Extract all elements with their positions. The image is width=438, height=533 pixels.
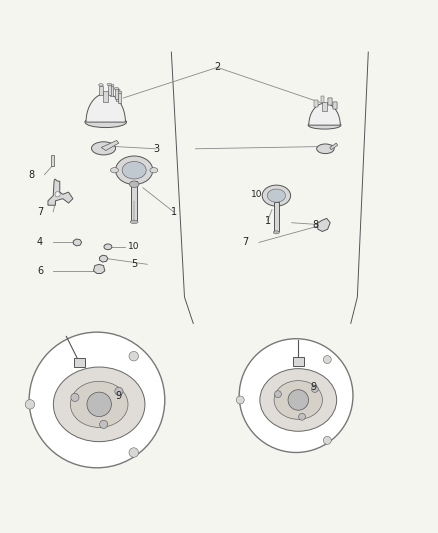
Text: 10: 10 (251, 190, 262, 199)
Text: 6: 6 (37, 266, 43, 276)
Ellipse shape (114, 87, 118, 90)
Circle shape (322, 437, 331, 445)
Polygon shape (48, 179, 73, 205)
Text: 9: 9 (116, 391, 122, 401)
Ellipse shape (267, 189, 285, 202)
FancyBboxPatch shape (74, 358, 85, 367)
Bar (328, 98, 331, 104)
Ellipse shape (129, 181, 139, 188)
Ellipse shape (117, 91, 122, 94)
Ellipse shape (91, 142, 115, 155)
Ellipse shape (273, 381, 322, 419)
Ellipse shape (109, 84, 113, 86)
Text: 8: 8 (28, 169, 34, 180)
Ellipse shape (307, 121, 340, 129)
Text: 7: 7 (242, 237, 248, 247)
Ellipse shape (130, 220, 138, 224)
Ellipse shape (261, 185, 290, 206)
Text: 3: 3 (152, 144, 159, 154)
Ellipse shape (53, 367, 145, 442)
Text: 7: 7 (37, 207, 43, 217)
Circle shape (287, 390, 308, 410)
Circle shape (87, 392, 111, 417)
Bar (314, 100, 317, 107)
Text: 5: 5 (131, 260, 137, 269)
Polygon shape (86, 94, 125, 122)
Ellipse shape (273, 231, 279, 234)
Polygon shape (93, 264, 105, 273)
Polygon shape (308, 103, 339, 125)
Ellipse shape (110, 167, 118, 173)
Text: 1: 1 (170, 207, 176, 217)
Polygon shape (99, 255, 108, 262)
Bar (51, 155, 53, 166)
Bar (131, 181, 137, 221)
Circle shape (129, 351, 138, 361)
Bar (273, 201, 279, 231)
FancyBboxPatch shape (292, 357, 303, 366)
Circle shape (29, 332, 164, 468)
Text: 1: 1 (264, 215, 270, 225)
Polygon shape (101, 141, 119, 150)
Circle shape (71, 393, 79, 401)
Ellipse shape (115, 89, 120, 91)
Ellipse shape (85, 117, 126, 127)
Bar (320, 96, 324, 103)
Ellipse shape (316, 144, 333, 154)
Bar (321, 102, 326, 111)
Circle shape (239, 338, 352, 453)
Text: 4: 4 (37, 237, 43, 247)
Circle shape (129, 448, 138, 457)
Ellipse shape (70, 381, 128, 427)
Circle shape (274, 391, 281, 398)
Bar (107, 85, 111, 95)
Text: 2: 2 (214, 62, 220, 72)
Circle shape (115, 387, 123, 395)
Bar (116, 91, 119, 101)
Bar (332, 102, 336, 109)
Circle shape (311, 385, 318, 392)
Ellipse shape (107, 83, 111, 86)
Bar (328, 98, 331, 104)
Bar (103, 92, 108, 102)
Bar (114, 90, 118, 99)
Circle shape (298, 414, 305, 420)
Bar (110, 86, 113, 96)
Text: 10: 10 (128, 243, 140, 251)
Ellipse shape (122, 161, 146, 179)
Polygon shape (316, 219, 329, 231)
Ellipse shape (150, 167, 157, 173)
Bar (118, 93, 121, 103)
Ellipse shape (115, 156, 152, 184)
Ellipse shape (104, 244, 112, 249)
Circle shape (322, 356, 331, 364)
Ellipse shape (99, 84, 103, 86)
Text: 9: 9 (310, 382, 316, 392)
Bar (99, 86, 102, 95)
Ellipse shape (268, 191, 276, 197)
Circle shape (236, 396, 244, 404)
Circle shape (99, 421, 107, 429)
Circle shape (55, 192, 60, 197)
Bar (332, 102, 336, 109)
Polygon shape (73, 239, 81, 246)
Ellipse shape (259, 369, 336, 431)
Circle shape (25, 400, 35, 409)
Text: 8: 8 (312, 220, 318, 230)
Polygon shape (329, 143, 337, 150)
